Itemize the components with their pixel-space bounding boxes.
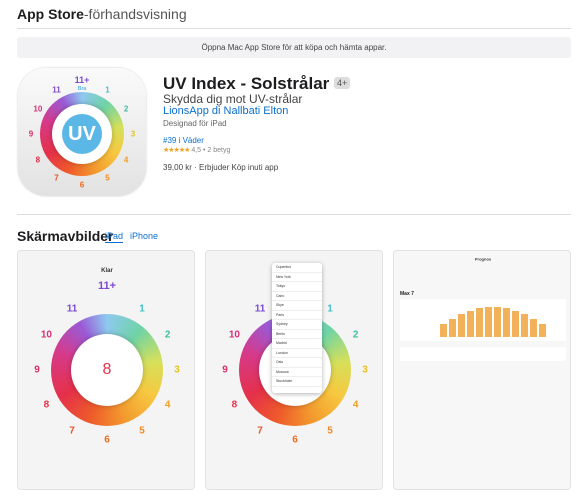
header-suffix: -förhandsvisning xyxy=(83,6,187,22)
divider xyxy=(17,214,571,215)
dial-number: 7 xyxy=(54,173,59,183)
dial-number: 6 xyxy=(104,434,110,446)
stars: ★★★★★ xyxy=(163,147,190,154)
dial-number: 3 xyxy=(362,364,368,376)
rating: ★★★★★ 4,5 • 2 betyg xyxy=(163,147,231,154)
age-badge: 4+ xyxy=(334,77,351,89)
city-list: Cupertino New York Tokyo Cairo Skye Paris Sydn… xyxy=(272,263,322,393)
tab[interactable]: iPad xyxy=(105,231,124,243)
dial-number: 3 xyxy=(174,364,180,376)
icon-label: UV xyxy=(62,114,102,154)
forecast-bar xyxy=(476,308,483,337)
dial-number: 7 xyxy=(257,425,263,437)
developer-link[interactable]: LionsApp di Nallbati Elton xyxy=(163,105,289,117)
divider xyxy=(17,28,571,29)
city[interactable]: Madrid xyxy=(272,339,322,349)
shot-heading: Klar xyxy=(101,268,113,274)
subtitle: Skydda dig mot UV-strålar xyxy=(163,92,303,106)
shot-top: 11+ xyxy=(97,280,117,292)
row xyxy=(400,347,566,361)
city[interactable]: Cupertino xyxy=(272,263,322,273)
section-title: Skärmavbilder xyxy=(17,228,114,244)
city[interactable]: Stockholm xyxy=(272,377,322,387)
forecast-chart xyxy=(400,299,566,341)
brand: App Store xyxy=(17,6,84,22)
dial-number: 6 xyxy=(292,434,298,446)
forecast-bar xyxy=(512,310,519,337)
dial-number: 11 xyxy=(66,303,78,315)
dial-number: 8 xyxy=(43,399,50,411)
city[interactable]: Sydney xyxy=(272,320,322,330)
icon-level: Bra xyxy=(77,86,87,92)
forecast-bar xyxy=(494,307,501,337)
forecast-bar xyxy=(440,323,447,337)
forecast-bar xyxy=(467,310,474,337)
dial-number: 5 xyxy=(327,425,333,437)
city[interactable]: New York xyxy=(272,273,322,282)
forecast-bar xyxy=(539,323,546,337)
dial-number: 6 xyxy=(79,180,85,190)
tab[interactable]: iPhone xyxy=(130,231,159,241)
city[interactable]: Tokyo xyxy=(272,282,322,292)
in-app: Erbjuder Köp inuti app xyxy=(199,163,279,172)
forecast-bar xyxy=(503,308,510,337)
screenshot[interactable]: Prognos Max 7 xyxy=(393,250,571,490)
city[interactable]: Moscow xyxy=(272,368,322,377)
screenshot[interactable]: Klar 11+ 8 1 2 3 4 5 6 7 8 9 10 11 xyxy=(17,250,195,490)
dial-number: 8 xyxy=(35,155,41,164)
city[interactable]: London xyxy=(272,349,322,358)
price-line: 39,00 kr · Erbjuder Köp inuti app xyxy=(163,163,279,172)
app-icon: UV 11+ Bra 1 2 3 4 5 6 7 8 9 10 11 xyxy=(18,68,146,196)
dial-number: 7 xyxy=(69,425,75,437)
title: UV Index - Solstrålar xyxy=(163,74,330,93)
dial-number: 3 xyxy=(130,129,136,139)
dial-number: 2 xyxy=(352,329,359,341)
forecast-bar xyxy=(458,314,465,337)
city[interactable]: Berlin xyxy=(272,330,322,339)
dial-number: 2 xyxy=(164,329,171,341)
icon-top: 11+ xyxy=(74,75,90,85)
dial-number: 11 xyxy=(254,303,266,315)
header: App Store-förhandsvisning xyxy=(17,6,187,22)
dial-number: 5 xyxy=(139,425,145,437)
app-title: UV Index - Solstrålar 4+ xyxy=(163,74,351,94)
dial-number: 11 xyxy=(52,85,61,95)
dial-number: 10 xyxy=(33,104,43,113)
shot-max: Max 7 xyxy=(400,291,414,297)
shot-heading: Prognos xyxy=(474,256,492,262)
dial-number: 4 xyxy=(123,155,129,164)
forecast-bar xyxy=(449,318,456,337)
dial-number: 1 xyxy=(105,85,110,95)
forecast-bar xyxy=(530,318,537,337)
banner[interactable]: Öppna Mac App Store för att köpa och häm… xyxy=(17,37,571,58)
city[interactable]: Oslo xyxy=(272,358,322,368)
rating-count: 2 betyg xyxy=(207,147,231,154)
dial-number: 10 xyxy=(228,329,240,341)
dial-number: 1 xyxy=(139,303,145,315)
dial-number: 9 xyxy=(222,364,228,376)
rank-link[interactable]: #39 i Väder xyxy=(163,136,204,145)
designed-for: Designad för iPad xyxy=(163,119,227,128)
dial-number: 5 xyxy=(105,173,110,183)
rating-value: 4,5 xyxy=(191,147,202,154)
dial-number: 9 xyxy=(34,364,40,376)
dial-number: 9 xyxy=(28,129,34,139)
shot-value: 8 xyxy=(102,361,112,378)
dial-number: 1 xyxy=(327,303,333,315)
dial-number: 4 xyxy=(352,399,359,411)
dial-number: 4 xyxy=(164,399,171,411)
dial-number: 8 xyxy=(231,399,238,411)
city[interactable]: Skye xyxy=(272,301,322,311)
city[interactable]: Cairo xyxy=(272,292,322,301)
dial-number: 10 xyxy=(40,329,52,341)
dial-number: 2 xyxy=(123,104,129,113)
forecast-bar xyxy=(521,314,528,337)
city[interactable]: Paris xyxy=(272,311,322,320)
dial-inner xyxy=(71,334,143,406)
price: 39,00 kr xyxy=(163,163,192,172)
forecast-bar xyxy=(485,307,492,337)
